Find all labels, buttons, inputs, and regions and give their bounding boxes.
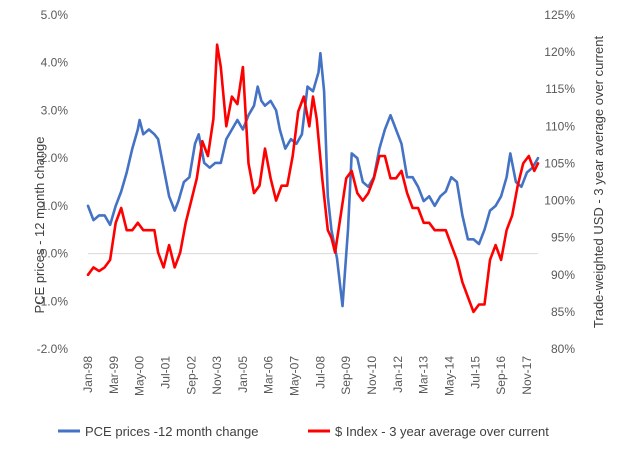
left-axis-title: PCE prices - 12 month change (32, 136, 47, 313)
left-tick-label: -1.0% (37, 294, 69, 308)
x-tick-label: Jul-01 (159, 356, 173, 389)
x-tick-label: Jan-12 (391, 356, 405, 393)
legend-label-pce: PCE prices -12 month change (85, 424, 258, 439)
x-axis: Jan-98 Mar-99 May-00 Jul-01 Sep-02 Nov-03 Jan-… (81, 356, 534, 396)
x-tick-label: Jan-98 (81, 356, 95, 393)
plot-area (86, 43, 540, 314)
legend-label-usd: $ Index - 3 year average over current (335, 424, 549, 439)
right-axis-title: Trade-weighted USD - 3 year average over… (591, 36, 606, 329)
x-tick-label: Nov-10 (365, 356, 379, 395)
left-tick-label: 2.0% (41, 151, 69, 165)
left-tick-label: 3.0% (41, 103, 69, 117)
x-tick-label: May-07 (288, 356, 302, 396)
right-axis: 80% 85% 90% 95% 100% 105% 110% 115% 120% 125% (544, 8, 575, 356)
left-tick-label: 0.0% (41, 247, 69, 261)
left-axis: -2.0% -1.0% 0.0% 1.0% 2.0% 3.0% 4.0% 5.0% (37, 8, 69, 356)
x-tick-label: Sep-09 (339, 356, 353, 395)
right-tick-label: 100% (544, 194, 575, 208)
left-tick-label: 1.0% (41, 199, 69, 213)
legend: PCE prices -12 month change $ Index - 3 … (58, 424, 549, 439)
x-tick-label: Jul-15 (468, 356, 482, 389)
right-tick-label: 110% (545, 119, 575, 133)
x-tick-label: Jul-08 (313, 356, 327, 389)
right-tick-label: 120% (544, 45, 575, 59)
left-tick-label: 4.0% (41, 56, 69, 70)
x-tick-label: Mar-13 (417, 356, 431, 394)
right-tick-label: 125% (544, 8, 575, 22)
x-tick-label: Nov-03 (210, 356, 224, 395)
series-line-pce (86, 51, 540, 308)
left-tick-label: -2.0% (37, 342, 69, 356)
right-tick-label: 80% (551, 342, 575, 356)
x-tick-label: Mar-06 (262, 356, 276, 394)
x-tick-label: Sep-02 (184, 356, 198, 395)
right-tick-label: 105% (544, 156, 575, 170)
x-tick-label: Mar-99 (107, 356, 121, 394)
right-tick-label: 90% (551, 268, 575, 282)
series-line-usd (86, 43, 540, 314)
x-tick-label: May-14 (443, 356, 457, 396)
right-tick-label: 95% (551, 231, 575, 245)
x-tick-label: Jan-05 (236, 356, 250, 393)
x-tick-label: Nov-17 (520, 356, 534, 395)
left-tick-label: 5.0% (41, 8, 69, 22)
x-tick-label: Sep-16 (494, 356, 508, 395)
right-tick-label: 115% (545, 82, 575, 96)
x-tick-label: May-00 (133, 356, 147, 396)
right-tick-label: 85% (551, 305, 575, 319)
